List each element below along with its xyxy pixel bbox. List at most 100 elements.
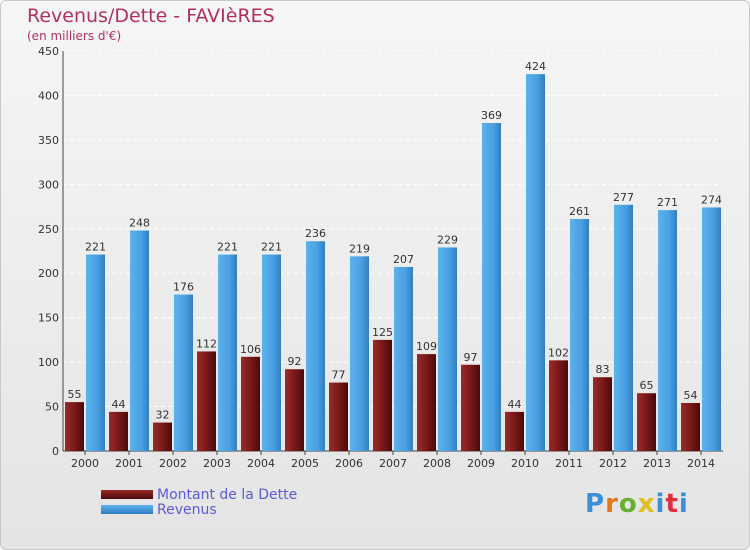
bar-dette xyxy=(417,354,436,451)
data-label-revenus: 221 xyxy=(217,241,238,254)
data-label-dette: 54 xyxy=(684,389,698,402)
data-label-revenus: 261 xyxy=(569,205,590,218)
bar-revenus xyxy=(438,247,457,451)
data-label-dette: 92 xyxy=(288,355,302,368)
data-label-dette: 65 xyxy=(640,379,654,392)
bar-revenus xyxy=(394,267,413,451)
data-label-revenus: 369 xyxy=(481,109,502,122)
bar-dette xyxy=(461,364,480,451)
x-tick-label: 2012 xyxy=(599,457,627,470)
bar-revenus xyxy=(218,254,237,451)
y-tick-label: 150 xyxy=(38,312,59,325)
data-label-revenus: 219 xyxy=(349,242,370,255)
bar-dette xyxy=(505,411,524,451)
data-label-revenus: 424 xyxy=(525,60,546,73)
x-tick-label: 2004 xyxy=(247,457,275,470)
data-label-dette: 109 xyxy=(416,340,437,353)
data-label-dette: 55 xyxy=(68,388,82,401)
y-tick-label: 0 xyxy=(52,445,59,458)
data-label-dette: 77 xyxy=(332,369,346,382)
data-label-dette: 83 xyxy=(596,363,610,376)
x-tick-label: 2011 xyxy=(555,457,583,470)
x-tick-label: 2007 xyxy=(379,457,407,470)
x-tick-label: 2006 xyxy=(335,457,363,470)
y-tick-label: 350 xyxy=(38,134,59,147)
data-label-revenus: 229 xyxy=(437,233,458,246)
y-tick-label: 250 xyxy=(38,223,59,236)
bar-revenus xyxy=(702,207,721,451)
data-label-dette: 44 xyxy=(112,398,126,411)
data-label-revenus: 176 xyxy=(173,281,194,294)
data-label-revenus: 248 xyxy=(129,217,150,230)
logo-letter: o xyxy=(618,489,638,519)
y-tick-label: 300 xyxy=(38,178,59,191)
data-label-revenus: 221 xyxy=(261,241,282,254)
bar-revenus xyxy=(306,241,325,451)
bar-dette xyxy=(329,382,348,451)
data-label-dette: 102 xyxy=(548,346,569,359)
logo-letter: i xyxy=(655,489,666,519)
data-label-dette: 44 xyxy=(508,398,522,411)
bar-revenus xyxy=(130,230,149,451)
data-label-revenus: 221 xyxy=(85,241,106,254)
data-label-revenus: 271 xyxy=(657,196,678,209)
chart-title: Revenus/Dette - FAVIèRES xyxy=(27,5,275,27)
legend-label-revenus: Revenus xyxy=(157,501,217,518)
logo-letter: r xyxy=(605,489,619,519)
data-label-revenus: 277 xyxy=(613,191,634,204)
x-tick-label: 2008 xyxy=(423,457,451,470)
legend-swatch-revenus xyxy=(101,505,153,514)
y-tick-label: 400 xyxy=(38,89,59,102)
x-tick-label: 2009 xyxy=(467,457,495,470)
y-tick-label: 100 xyxy=(38,356,59,369)
data-label-dette: 97 xyxy=(464,351,478,364)
bar-dette xyxy=(373,339,392,451)
logo-letter: i xyxy=(678,489,689,519)
data-label-dette: 32 xyxy=(156,409,170,422)
bar-revenus xyxy=(570,219,589,451)
bar-dette xyxy=(549,360,568,451)
logo-letter: t xyxy=(665,489,679,519)
data-label-dette: 125 xyxy=(372,326,393,339)
data-label-dette: 112 xyxy=(196,337,217,350)
bar-revenus xyxy=(614,204,633,451)
bar-revenus xyxy=(526,74,545,451)
bar-dette xyxy=(593,377,612,451)
bar-revenus xyxy=(174,294,193,451)
x-tick-label: 2003 xyxy=(203,457,231,470)
bar-dette xyxy=(109,411,128,451)
x-tick-label: 2001 xyxy=(115,457,143,470)
x-tick-label: 2013 xyxy=(643,457,671,470)
data-label-revenus: 207 xyxy=(393,253,414,266)
bar-revenus xyxy=(262,254,281,451)
x-tick-label: 2010 xyxy=(511,457,539,470)
legend-label-dette: Montant de la Dette xyxy=(157,486,298,503)
y-tick-label: 50 xyxy=(45,401,59,414)
bar-dette xyxy=(637,393,656,451)
bar-revenus xyxy=(86,254,105,451)
bar-dette xyxy=(153,422,172,451)
bar-revenus xyxy=(482,123,501,451)
y-tick-label: 450 xyxy=(38,45,59,58)
legend-item-revenus: Revenus xyxy=(101,501,297,518)
bar-dette xyxy=(681,403,700,451)
bar-revenus xyxy=(658,210,677,451)
proxiti-logo: Proxiti xyxy=(585,489,689,519)
bar-dette xyxy=(65,402,84,451)
bar-dette xyxy=(241,356,260,451)
legend-item-dette: Montant de la Dette xyxy=(101,486,298,503)
bar-revenus xyxy=(350,256,369,451)
x-tick-label: 2005 xyxy=(291,457,319,470)
logo-letter: P xyxy=(585,489,606,519)
x-tick-label: 2000 xyxy=(71,457,99,470)
bar-dette xyxy=(285,369,304,451)
data-label-revenus: 274 xyxy=(701,193,722,206)
bar-dette xyxy=(197,351,216,451)
legend: Montant de la Dette Revenus xyxy=(101,486,298,518)
chart-subtitle: (en milliers d'€) xyxy=(27,29,122,43)
data-label-revenus: 236 xyxy=(305,227,326,240)
x-tick-label: 2014 xyxy=(687,457,715,470)
legend-swatch-dette xyxy=(101,490,153,499)
